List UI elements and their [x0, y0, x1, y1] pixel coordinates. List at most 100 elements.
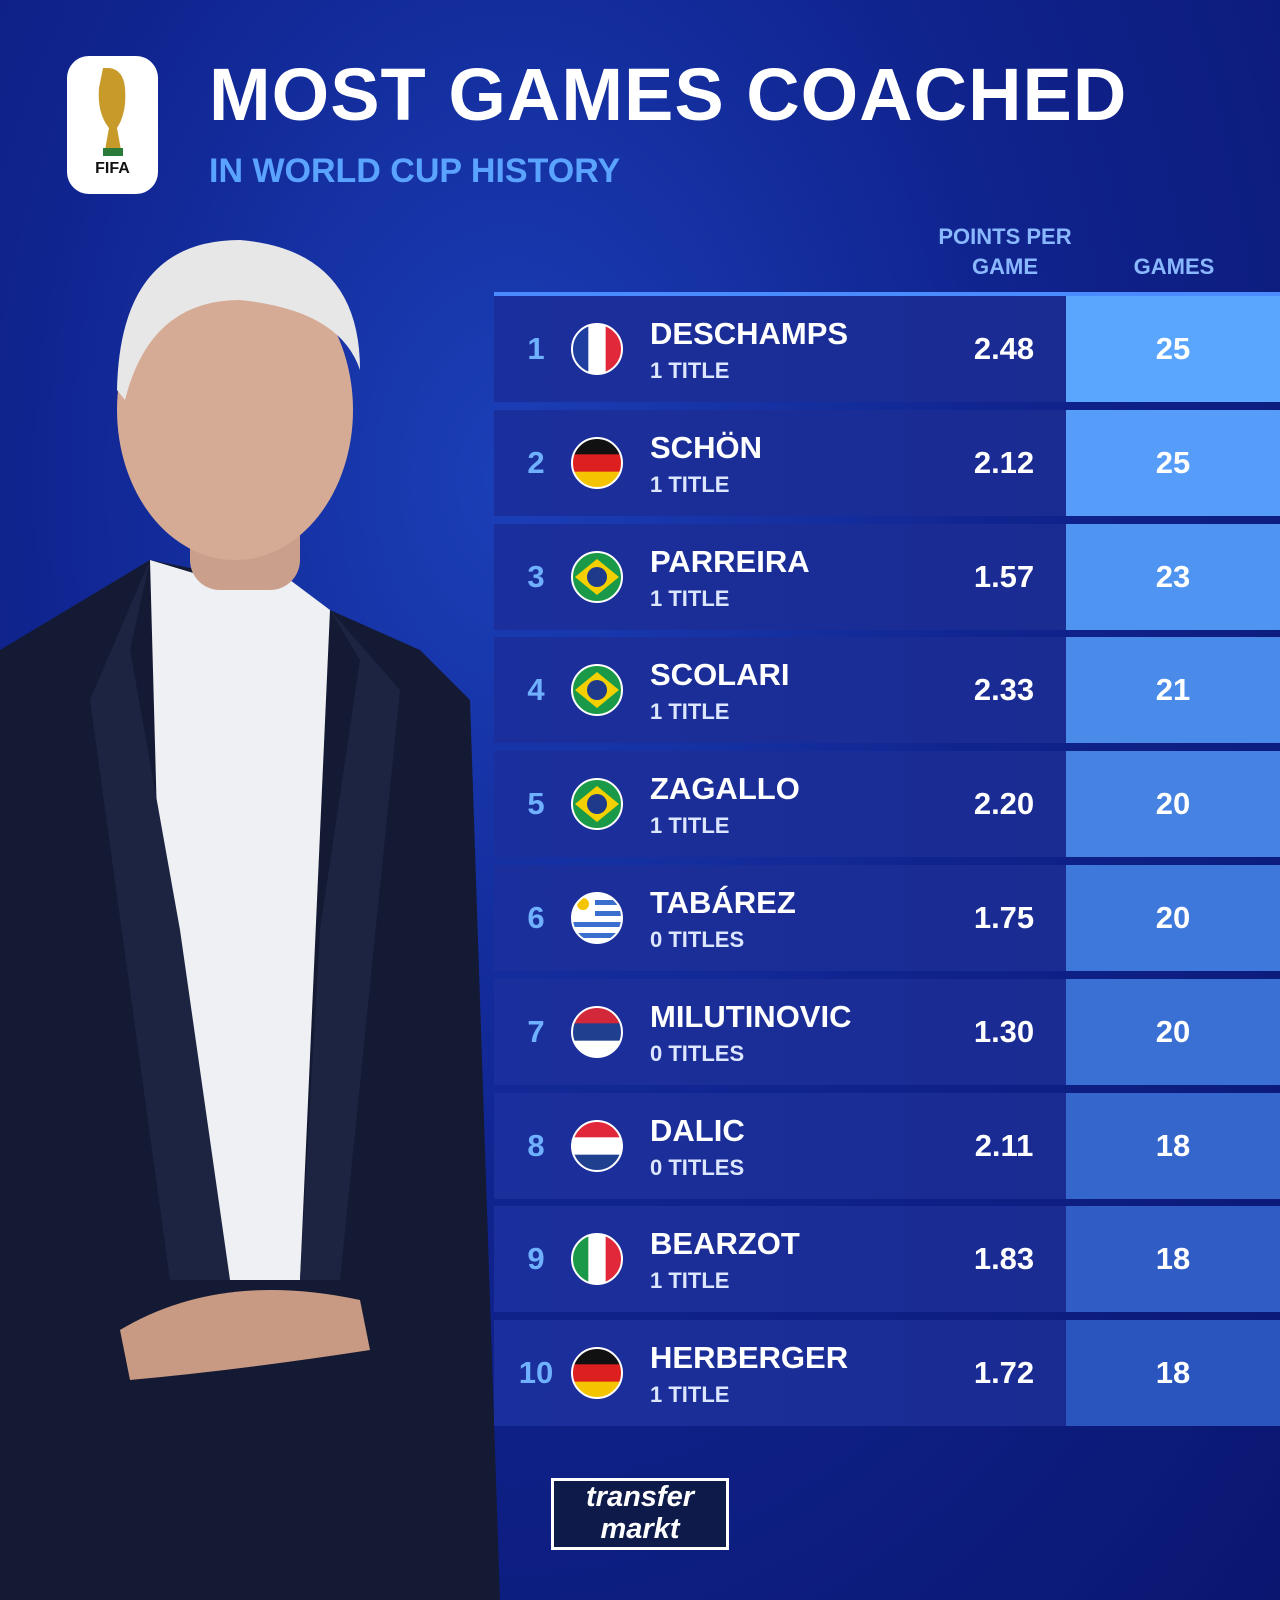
flag-part — [571, 892, 623, 944]
coach-name: DESCHAMPS — [650, 316, 849, 351]
flag-part — [572, 551, 622, 602]
flag-part — [572, 933, 622, 938]
logo-box: transfer markt — [554, 1481, 726, 1547]
table-row: 3 PARREIRA 1 TITLE 1.57 23 — [494, 523, 1280, 630]
fifa-text: FIFA — [95, 160, 130, 177]
flag-part — [571, 550, 623, 603]
flag-part — [572, 1023, 622, 1041]
titles: 0 TITLES — [650, 927, 745, 952]
games: 25 — [1066, 409, 1280, 516]
points-per-game: 2.48 — [973, 331, 1035, 366]
flag-icon — [571, 664, 623, 717]
table-row: 8 DALIC 0 TITLES 2.11 18 — [494, 1092, 1280, 1199]
points-per-game: 2.20 — [973, 786, 1035, 822]
flag-icon — [571, 778, 623, 831]
titles: 1 TITLE — [650, 1382, 730, 1408]
brand-line: markt — [600, 1513, 680, 1545]
fifa-logo: FIFA — [67, 56, 158, 194]
brand-line: transfer — [586, 1481, 694, 1513]
rank: 8 — [527, 1127, 545, 1163]
header-rule — [494, 292, 1280, 296]
title: MOST GAMES COACHED — [209, 53, 1128, 136]
flag-part — [572, 779, 622, 830]
flag-part — [572, 911, 622, 916]
flag-part — [571, 778, 623, 831]
flag-icon — [571, 323, 623, 375]
rank: 9 — [527, 1241, 545, 1277]
flag-part — [571, 1005, 623, 1058]
coach-name: SCHÖN — [650, 429, 762, 465]
points-per-game: 1.30 — [973, 1013, 1035, 1049]
titles: 0 TITLES — [650, 1154, 745, 1180]
flag-part — [572, 1136, 622, 1155]
table-row: 5 ZAGALLO 1 TITLE 2.20 20 — [494, 751, 1280, 858]
titles: 0 TITLES — [650, 1040, 745, 1066]
coach-name: SCOLARI — [650, 657, 790, 693]
games: 20 — [1066, 865, 1280, 971]
flag-icon — [571, 892, 623, 944]
rank: 3 — [527, 558, 545, 594]
flag-icon — [571, 1119, 623, 1172]
flag-part — [572, 900, 622, 905]
titles: 1 TITLE — [650, 585, 730, 611]
flag-part — [571, 1119, 623, 1172]
games: 21 — [1066, 637, 1280, 744]
titles: 1 TITLE — [650, 699, 730, 725]
flag-part — [587, 680, 607, 701]
coach-name: ZAGALLO — [650, 771, 800, 807]
points-per-game: 1.72 — [973, 1355, 1035, 1391]
rank: 6 — [527, 900, 545, 935]
games: 18 — [1066, 1092, 1280, 1199]
points-per-game: 2.11 — [974, 1127, 1034, 1163]
flag-icon — [571, 1005, 623, 1058]
flag-part — [572, 665, 622, 716]
titles: 1 TITLE — [650, 813, 730, 839]
flag-part — [572, 1364, 622, 1383]
flag-part — [588, 324, 607, 374]
games: 25 — [1066, 296, 1280, 402]
column-header: POINTS PER GAME — [938, 224, 1072, 279]
table-row: 10 HERBERGER 1 TITLE 1.72 18 — [494, 1320, 1280, 1427]
rank: 7 — [527, 1013, 545, 1049]
coach-name: BEARZOT — [650, 1226, 800, 1262]
table-row: 4 SCOLARI 1 TITLE 2.33 21 — [494, 637, 1280, 744]
table-row: 2 SCHÖN 1 TITLE 2.12 25 — [494, 409, 1280, 516]
flag-part — [571, 1347, 623, 1400]
coach-name: MILUTINOVIC — [650, 998, 852, 1034]
flag-part — [572, 922, 622, 927]
flag-icon — [571, 436, 623, 489]
trophy-icon — [98, 68, 126, 156]
table-row: 1 DESCHAMPS 1 TITLE 2.48 25 — [494, 296, 1280, 402]
coach-name: PARREIRA — [650, 543, 810, 579]
titles: 1 TITLE — [650, 471, 730, 497]
table-row: 6 TABÁREZ 0 TITLES 1.75 20 — [494, 865, 1280, 971]
transfermarkt-logo: transfer markt — [551, 1478, 729, 1550]
flag-part — [587, 566, 607, 587]
rank: 10 — [518, 1355, 554, 1391]
coach-name: DALIC — [650, 1112, 745, 1148]
games: 18 — [1066, 1320, 1280, 1427]
subtitle: IN WORLD CUP HISTORY — [209, 152, 621, 190]
coach-name: HERBERGER — [650, 1340, 849, 1376]
flag-icon — [571, 1233, 623, 1286]
column-header: GAMES — [1133, 254, 1215, 279]
flag-icon — [571, 550, 623, 603]
coach-name: TABÁREZ — [650, 885, 796, 920]
games: 20 — [1066, 751, 1280, 858]
flag-part — [571, 323, 623, 375]
rank: 2 — [527, 444, 545, 480]
points-per-game: 1.57 — [973, 558, 1035, 594]
points-per-game: 1.83 — [973, 1241, 1035, 1277]
flag-part — [587, 794, 607, 815]
games: 23 — [1066, 523, 1280, 630]
rank: 4 — [527, 672, 545, 708]
points-per-game: 2.33 — [973, 672, 1035, 708]
rank: 1 — [527, 331, 545, 366]
titles: 1 TITLE — [650, 358, 730, 383]
coach-photo — [0, 240, 500, 1600]
points-per-game: 2.12 — [973, 444, 1035, 480]
rank: 5 — [527, 786, 545, 822]
flag-part — [571, 436, 623, 489]
games: 20 — [1066, 978, 1280, 1085]
